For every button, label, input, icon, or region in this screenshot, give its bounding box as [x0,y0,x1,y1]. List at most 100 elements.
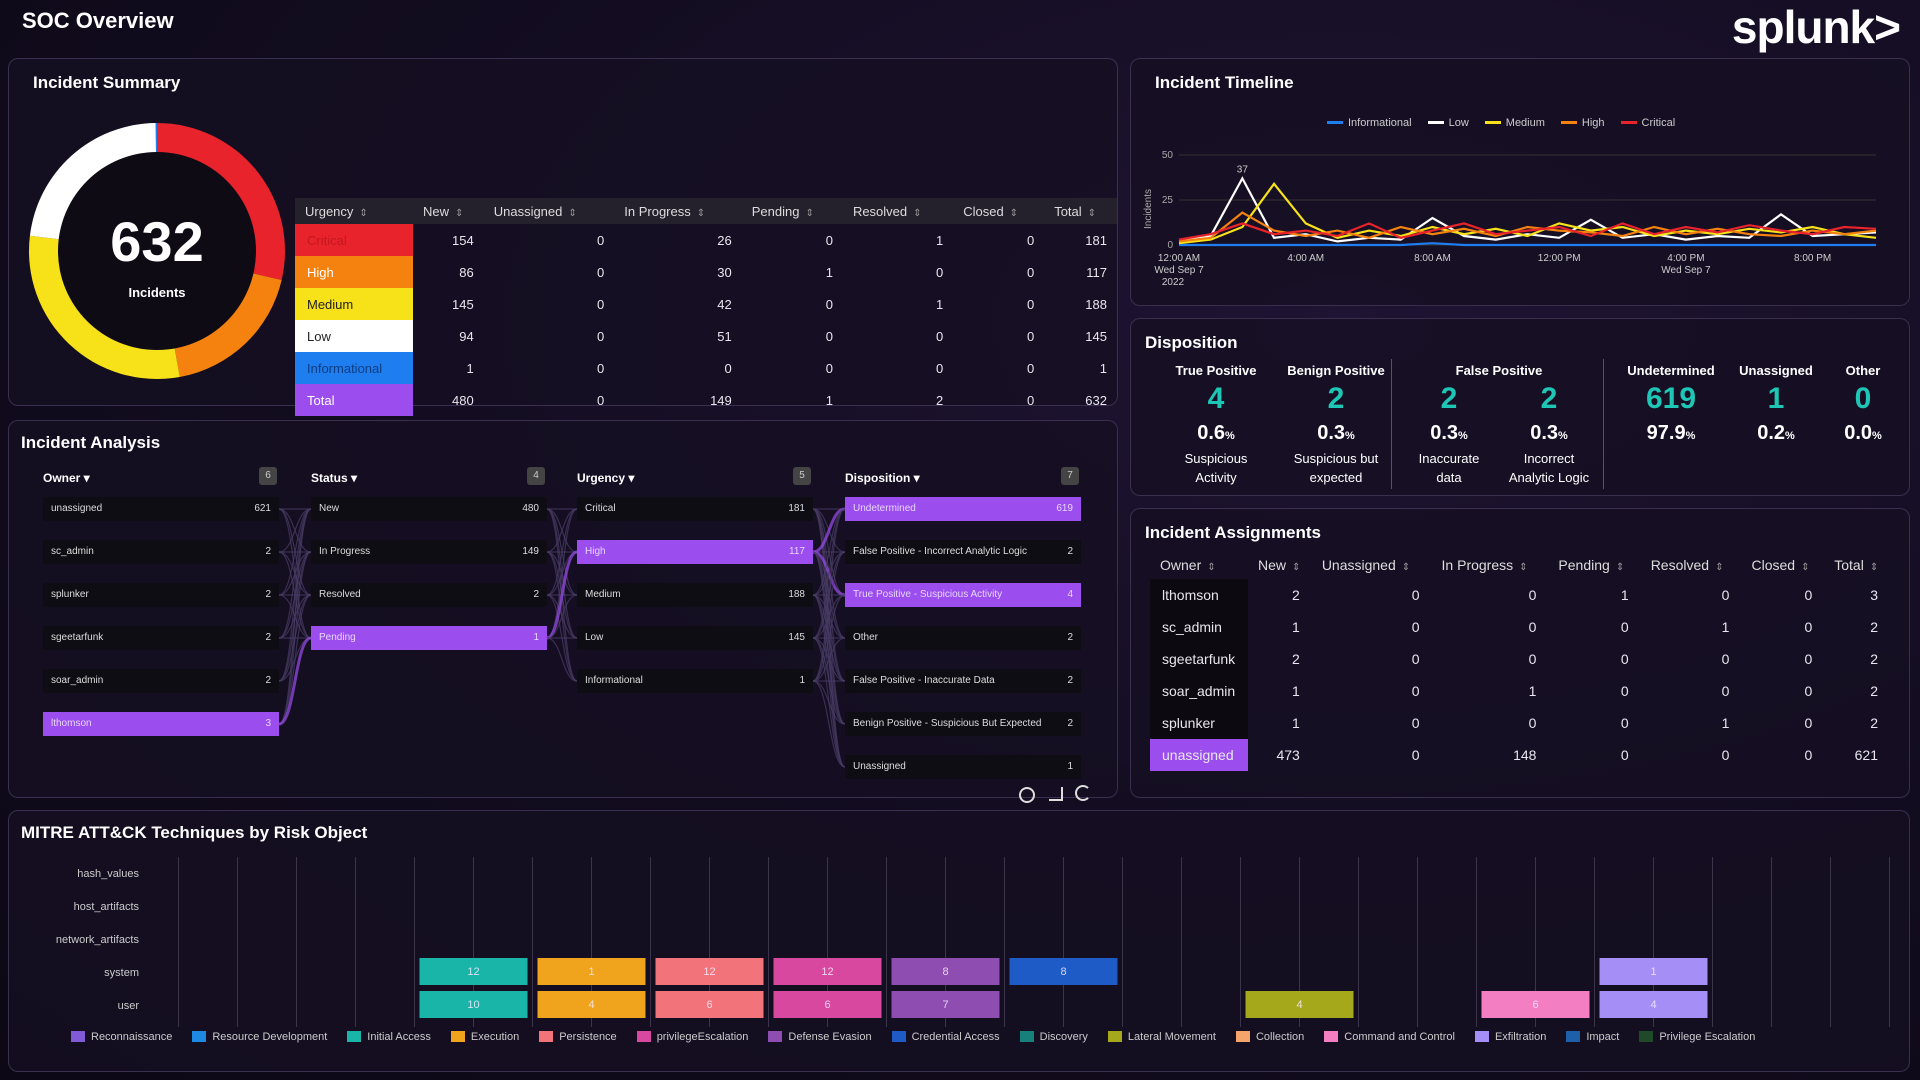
sankey-node[interactable]: Medium 188 [577,583,813,607]
legend-item[interactable]: Initial Access [347,1031,431,1043]
heatmap-cell[interactable] [773,958,882,985]
sankey-node[interactable]: sgeetarfunk 2 [43,626,279,650]
heatmap-cell[interactable] [891,991,1000,1018]
legend-item[interactable]: Persistence [539,1031,617,1043]
sort-icon[interactable]: ⇕ [1801,562,1810,573]
expand-icon[interactable] [1049,787,1063,801]
owner-cell[interactable]: unassigned [1150,739,1248,771]
sort-icon[interactable]: ⇕ [1292,562,1301,573]
sort-icon[interactable]: ⇕ [1519,562,1528,573]
legend-item[interactable]: Lateral Movement [1107,1031,1216,1043]
heatmap-cell[interactable] [773,991,882,1018]
heatmap-cell[interactable] [537,991,646,1018]
table-row[interactable]: soar_admin 1 0 1 0 0 0 2 [1150,675,1890,707]
heatmap-cell[interactable] [419,991,528,1018]
legend-item[interactable]: Execution [450,1031,519,1043]
legend-item[interactable]: Command and Control [1324,1031,1455,1043]
sankey-node[interactable]: Critical 181 [577,497,813,521]
sort-icon[interactable]: ⇕ [1207,562,1216,573]
legend-item[interactable]: Reconnaissance [71,1031,172,1043]
sankey-node[interactable]: Benign Positive - Suspicious But Expecte… [845,712,1081,736]
heatmap-cell[interactable] [1599,958,1708,985]
sort-icon[interactable]: ⇕ [1715,562,1724,573]
legend-item[interactable]: Impact [1566,1031,1619,1043]
sankey-node[interactable]: lthomson 3 [43,712,279,736]
summary-col-header[interactable]: Closed ⇕ [953,198,1045,224]
sort-icon[interactable]: ⇕ [1869,562,1879,573]
heatmap-cell[interactable] [655,991,764,1018]
owner-cell[interactable]: lthomson [1150,579,1248,611]
table-row[interactable]: sc_admin 1 0 0 0 1 0 2 [1150,611,1890,643]
search-icon[interactable] [1019,787,1035,803]
heatmap-cell[interactable] [537,958,646,985]
sankey-node[interactable]: Undetermined 619 [845,497,1081,521]
sort-icon[interactable]: ⇕ [696,207,706,219]
owner-cell[interactable]: sc_admin [1150,611,1248,643]
legend-item[interactable]: High [1560,117,1605,129]
owner-cell[interactable]: splunker [1150,707,1248,739]
sort-icon[interactable]: ⇕ [805,207,814,219]
sankey-node[interactable]: True Positive - Suspicious Activity 4 [845,583,1081,607]
heatmap-cell[interactable] [1009,958,1118,985]
legend-item[interactable]: Informational [1327,117,1412,129]
assignments-col-header[interactable]: Unassigned ⇕ [1312,551,1432,579]
sankey-node[interactable]: Low 145 [577,626,813,650]
sort-icon[interactable]: ⇕ [455,207,464,219]
legend-item[interactable]: Medium [1484,117,1545,129]
sankey-node[interactable]: New 480 [311,497,547,521]
legend-item[interactable]: privilegeEscalation [636,1031,748,1043]
summary-col-header[interactable]: Unassigned ⇕ [483,198,615,224]
summary-col-header[interactable]: Total ⇕ [1044,198,1117,224]
sankey-node[interactable]: High 117 [577,540,813,564]
legend-item[interactable]: Resource Development [192,1031,327,1043]
owner-cell[interactable]: sgeetarfunk [1150,643,1248,675]
sankey-node[interactable]: Pending 1 [311,626,547,650]
table-row[interactable]: unassigned 473 0 148 0 0 0 621 [1150,739,1890,771]
assignments-col-header[interactable]: Closed ⇕ [1741,551,1824,579]
summary-col-header[interactable]: Pending ⇕ [741,198,843,224]
sort-icon[interactable]: ⇕ [1401,562,1411,573]
sankey-node[interactable]: soar_admin 2 [43,669,279,693]
table-row[interactable]: sgeetarfunk 2 0 0 0 0 0 2 [1150,643,1890,675]
legend-item[interactable]: Critical [1620,117,1675,129]
sankey-node[interactable]: In Progress 149 [311,540,547,564]
summary-col-header[interactable]: In Progress ⇕ [614,198,742,224]
sankey-node[interactable]: sc_admin 2 [43,540,279,564]
sankey-node[interactable]: Other 2 [845,626,1081,650]
table-row[interactable]: lthomson 2 0 0 1 0 0 3 [1150,579,1890,611]
owner-cell[interactable]: soar_admin [1150,675,1248,707]
legend-item[interactable]: Credential Access [891,1031,1000,1043]
assignments-col-header[interactable]: New ⇕ [1248,551,1312,579]
summary-col-header[interactable]: Resolved ⇕ [842,198,954,224]
heatmap-cell[interactable] [1245,991,1354,1018]
heatmap-cell[interactable] [1599,991,1708,1018]
sankey-node[interactable]: unassigned 621 [43,497,279,521]
assignments-col-header[interactable]: Total ⇕ [1824,551,1890,579]
column-header-urgency[interactable]: Urgency ▾ [577,471,634,485]
assignments-col-header[interactable]: Pending ⇕ [1548,551,1640,579]
refresh-icon[interactable] [1075,785,1091,801]
sankey-node[interactable]: Unassigned 1 [845,755,1081,779]
sankey-node[interactable]: False Positive - Inaccurate Data 2 [845,669,1081,693]
summary-col-header[interactable]: New ⇕ [413,198,484,224]
sort-icon[interactable]: ⇕ [568,207,577,219]
heatmap-cell[interactable] [419,958,528,985]
sort-icon[interactable]: ⇕ [1615,562,1625,573]
sort-icon[interactable]: ⇕ [359,207,368,219]
assignments-col-header[interactable]: In Progress ⇕ [1432,551,1549,579]
column-header-status[interactable]: Status ▾ [311,471,357,485]
sort-icon[interactable]: ⇕ [1087,207,1097,219]
heatmap-cell[interactable] [1481,991,1590,1018]
sankey-node[interactable]: False Positive - Incorrect Analytic Logi… [845,540,1081,564]
sankey-node[interactable]: splunker 2 [43,583,279,607]
sankey-node[interactable]: Resolved 2 [311,583,547,607]
summary-col-header[interactable]: Urgency ⇕ [295,198,413,224]
legend-item[interactable]: Defense Evasion [768,1031,872,1043]
sort-icon[interactable]: ⇕ [913,207,922,219]
sort-icon[interactable]: ⇕ [1009,207,1019,219]
legend-item[interactable]: Discovery [1019,1031,1088,1043]
legend-item[interactable]: Low [1427,117,1469,129]
column-header-owner[interactable]: Owner ▾ [43,471,90,485]
legend-item[interactable]: Exfiltration [1474,1031,1546,1043]
legend-item[interactable]: Collection [1235,1031,1304,1043]
